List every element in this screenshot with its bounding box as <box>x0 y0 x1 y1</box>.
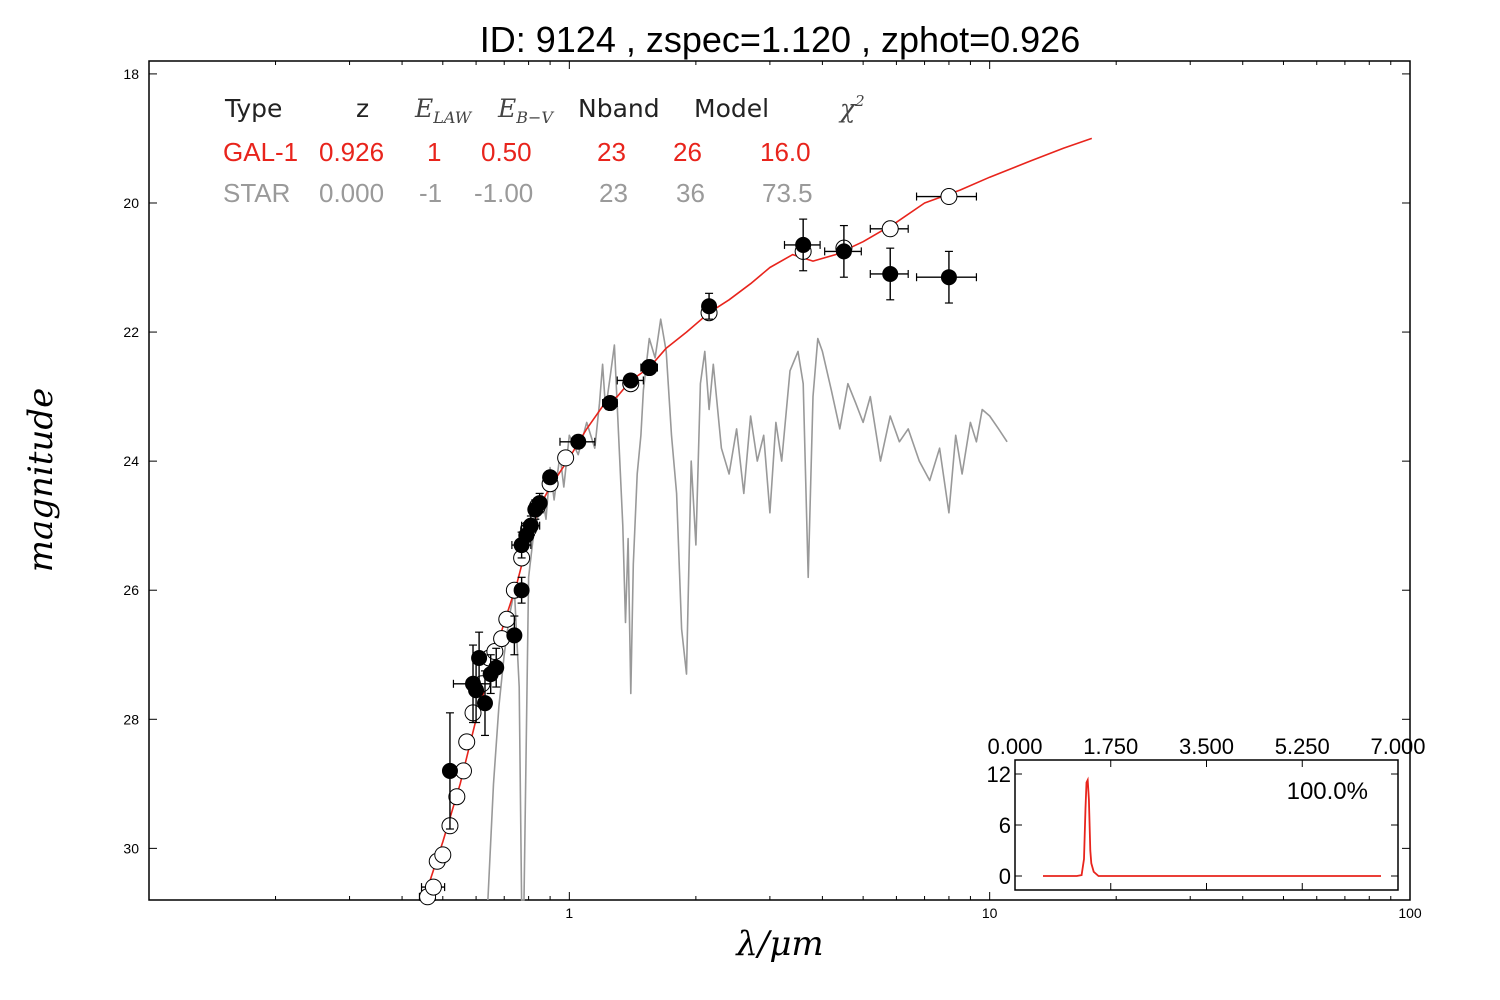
gal-row-nband: 23 <box>597 137 626 167</box>
observed-point <box>570 433 587 450</box>
y-tick-label: 30 <box>123 840 139 856</box>
observed-point <box>622 372 639 389</box>
star-row-nband: 23 <box>599 178 628 208</box>
observed-point <box>641 359 658 376</box>
observed-point <box>602 395 619 412</box>
gal-row-ebv: 0.50 <box>481 137 532 167</box>
gal-row-z: 0.926 <box>319 137 384 167</box>
galaxy-template-series <box>422 137 1093 901</box>
gal-row-model: 26 <box>673 137 702 167</box>
table-header-nband: Nband <box>578 94 660 123</box>
star-row-model: 36 <box>676 178 705 208</box>
fit-table: Type z ELAW EB−V Nband Model χ2 GAL-1 0.… <box>223 92 865 208</box>
star-row-z: 0.000 <box>319 178 384 208</box>
plot-frame <box>148 60 1411 901</box>
inset-x-tick-label: 0.000 <box>987 734 1042 759</box>
inset-frame <box>1014 759 1399 891</box>
axis-ticks <box>149 61 1411 900</box>
observed-point <box>940 269 957 286</box>
observed-point <box>441 762 458 779</box>
pdz-line <box>1043 776 1381 877</box>
table-header-type: Type <box>224 94 282 123</box>
model-point <box>458 733 476 751</box>
pdz-inset: 0.000 1.750 3.500 5.250 7.000 12 6 0 100.0% <box>987 734 1426 891</box>
model-point <box>940 188 958 206</box>
inset-x-tick-label: 5.250 <box>1275 734 1330 759</box>
model-point <box>448 788 466 806</box>
model-point <box>434 846 452 864</box>
inset-x-tick-label: 1.750 <box>1083 734 1138 759</box>
table-header-chi2: χ2 <box>838 92 865 123</box>
table-header-model: Model <box>694 94 769 123</box>
chart-title: ID: 9124 , zspec=1.120 , zphot=0.926 <box>480 19 1080 60</box>
x-tick-label: 100 <box>1398 905 1422 921</box>
model-point <box>424 878 442 896</box>
inset-percent-label: 100.0% <box>1287 778 1368 805</box>
observed-point <box>795 236 812 253</box>
table-header-elaw: ELAW <box>414 94 473 127</box>
y-tick-labels: 18 20 22 24 26 28 30 <box>123 66 139 856</box>
observed-point <box>468 682 485 699</box>
observed-point <box>506 627 523 644</box>
inset-y-tick-label: 6 <box>999 813 1011 838</box>
observed-point <box>488 659 505 676</box>
model-points-series <box>418 188 978 906</box>
observed-point <box>522 517 539 534</box>
inset-x-tick-label: 7.000 <box>1370 734 1425 759</box>
model-point <box>881 220 899 238</box>
inset-x-tick-label: 3.500 <box>1179 734 1234 759</box>
observed-point <box>542 469 559 486</box>
star-row-elaw: -1 <box>419 178 442 208</box>
observed-point <box>531 495 548 512</box>
star-row-ebv: -1.00 <box>474 178 533 208</box>
inset-ticks <box>1014 760 1399 890</box>
observed-points-series <box>441 218 978 830</box>
observed-point <box>513 582 530 599</box>
inset-y-tick-labels: 12 6 0 <box>987 762 1011 889</box>
observed-point <box>701 298 718 315</box>
star-row-type: STAR <box>223 178 290 208</box>
y-axis-title: magnitude <box>21 388 61 573</box>
observed-point <box>835 243 852 260</box>
star-template-line <box>487 318 1008 901</box>
y-tick-label: 24 <box>123 453 139 469</box>
pdz-series <box>1043 776 1381 877</box>
gal-row-elaw: 1 <box>427 137 441 167</box>
observed-point <box>882 265 899 282</box>
y-tick-label: 18 <box>123 66 139 82</box>
observed-point <box>476 695 493 712</box>
y-tick-label: 26 <box>123 582 139 598</box>
table-header-z: z <box>356 94 369 123</box>
model-point <box>557 449 575 467</box>
x-axis-title: λ/μm <box>734 924 823 964</box>
gal-row-chi2: 16.0 <box>760 137 811 167</box>
x-tick-labels: 1 10 100 <box>565 905 1421 921</box>
star-row-chi2: 73.5 <box>762 178 813 208</box>
inset-y-tick-label: 12 <box>987 762 1011 787</box>
inset-y-tick-label: 0 <box>999 864 1011 889</box>
y-tick-label: 20 <box>123 195 139 211</box>
observed-point <box>471 649 488 666</box>
gal-row-type: GAL-1 <box>223 137 298 167</box>
y-tick-label: 22 <box>123 324 139 340</box>
model-point <box>498 610 516 628</box>
x-tick-label: 10 <box>982 905 998 921</box>
galaxy-template-line <box>422 137 1093 901</box>
star-template-series <box>487 318 1008 901</box>
table-header-ebv: EB−V <box>497 94 554 127</box>
x-tick-label: 1 <box>565 905 573 921</box>
inset-x-tick-labels: 0.000 1.750 3.500 5.250 7.000 <box>987 734 1425 759</box>
y-tick-label: 28 <box>123 711 139 727</box>
